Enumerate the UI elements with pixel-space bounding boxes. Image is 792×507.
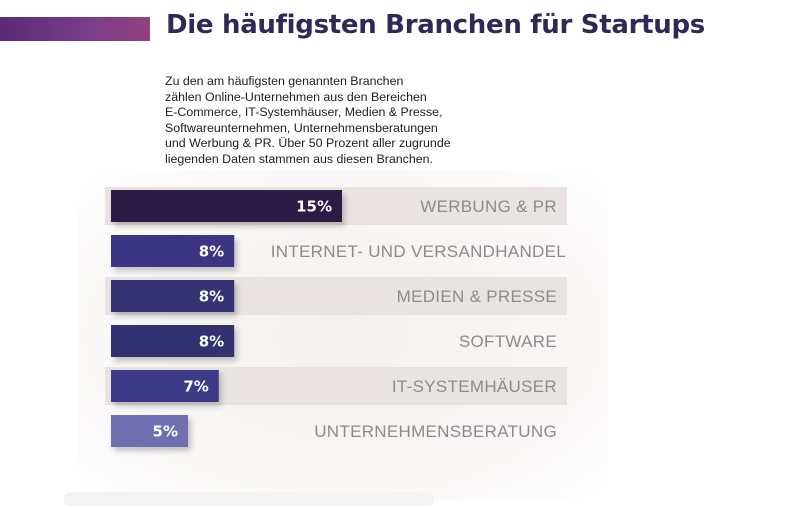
bar-value-label: 5%	[153, 423, 178, 441]
category-label: WERBUNG & PR	[420, 197, 557, 216]
bar	[111, 415, 188, 447]
bar	[111, 325, 235, 357]
bar	[111, 190, 342, 222]
header-accent-bar	[0, 17, 150, 41]
category-label: UNTERNEHMENSBERATUNG	[314, 422, 557, 441]
bar-value-label: 8%	[199, 333, 224, 351]
category-label: INTERNET- UND VERSANDHANDEL	[271, 242, 566, 261]
bar-value-label: 7%	[183, 378, 208, 396]
bar	[111, 235, 235, 267]
bar-value-label: 15%	[296, 198, 332, 216]
category-label: IT-SYSTEMHÄUSER	[392, 377, 557, 396]
bar	[111, 370, 219, 402]
bar-value-label: 8%	[199, 288, 224, 306]
bar-value-label: 8%	[199, 243, 224, 261]
page-title: Die häufigsten Branchen für Startups	[166, 10, 705, 40]
intro-paragraph: Zu den am häufigsten genannten Branchen …	[165, 74, 451, 166]
category-label: MEDIEN & PRESSE	[397, 287, 557, 306]
category-label: SOFTWARE	[459, 332, 557, 351]
bar	[111, 280, 235, 312]
chart-bottom-shadow	[64, 492, 434, 506]
